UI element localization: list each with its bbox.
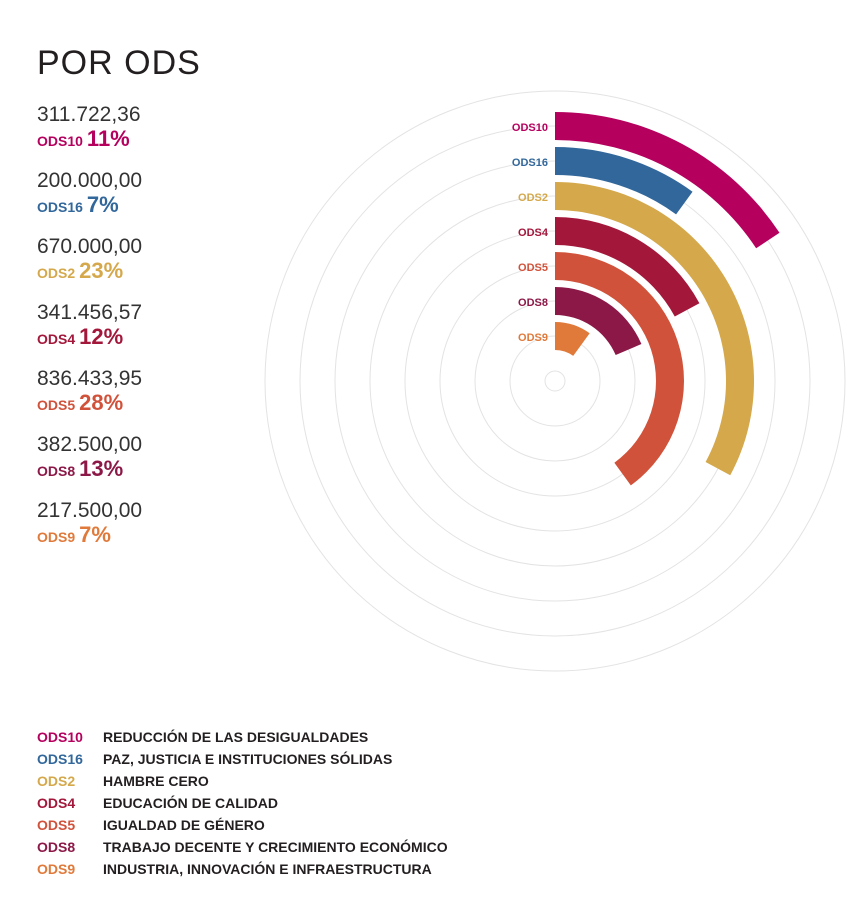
stat-code: ODS2 xyxy=(37,265,76,281)
bar-ods8 xyxy=(555,287,642,356)
legend-label: PAZ, JUSTICIA E INSTITUCIONES SÓLIDAS xyxy=(103,751,393,767)
bar-ods16 xyxy=(555,147,693,215)
stat-amount: 217.500,00 xyxy=(37,499,143,522)
legend-label: HAMBRE CERO xyxy=(103,773,209,789)
bar-label-ods10: ODS10 xyxy=(512,122,548,134)
stat-ods5: 836.433,95 ODS5 28% xyxy=(37,367,297,433)
legend-label: INDUSTRIA, INNOVACIÓN E INFRAESTRUCTURA xyxy=(103,861,432,877)
stat-ods8: 382.500,00 ODS8 13% xyxy=(37,433,297,499)
stats-list: 311.722,36 ODS10 11% 200.000,00 ODS16 7% 670.0… xyxy=(37,103,297,565)
legend-item-ods5: ODS5 IGUALDAD DE GÉNERO xyxy=(37,814,448,836)
stat-percent: 23% xyxy=(79,258,124,283)
stat-code: ODS5 xyxy=(37,397,76,413)
legend-item-ods16: ODS16 PAZ, JUSTICIA E INSTITUCIONES SÓLID… xyxy=(37,748,448,770)
stat-amount: 200.000,00 xyxy=(37,169,143,192)
legend-code: ODS9 xyxy=(37,861,76,877)
bar-ods5 xyxy=(555,252,684,486)
stat-ods4: 341.456,57 ODS4 12% xyxy=(37,301,297,367)
stat-ods16: 200.000,00 ODS16 7% xyxy=(37,169,297,235)
stat-percent: 13% xyxy=(79,456,124,481)
legend-label: IGUALDAD DE GÉNERO xyxy=(103,817,265,833)
grid-ring xyxy=(264,90,846,672)
stat-percent: 7% xyxy=(86,192,119,217)
legend-label: TRABAJO DECENTE Y CRECIMIENTO ECONÓMICO xyxy=(103,839,448,855)
stat-code: ODS16 xyxy=(37,199,83,215)
stat-percent: 28% xyxy=(79,390,124,415)
bar-ods4 xyxy=(555,217,700,317)
stat-code: ODS9 xyxy=(37,529,76,545)
stat-amount: 311.722,36 xyxy=(37,103,141,126)
bar-label-ods2: ODS2 xyxy=(518,192,548,204)
stat-percent: 7% xyxy=(79,522,111,547)
legend-label: EDUCACIÓN DE CALIDAD xyxy=(103,795,278,811)
stat-amount: 670.000,00 xyxy=(37,235,143,258)
legend-code: ODS4 xyxy=(37,795,76,811)
stat-code: ODS8 xyxy=(37,463,76,479)
stat-percent: 11% xyxy=(86,126,130,151)
stat-code: ODS10 xyxy=(37,133,83,149)
stat-ods2: 670.000,00 ODS2 23% xyxy=(37,235,297,301)
bar-label-ods5: ODS5 xyxy=(518,262,548,274)
bar-ods10 xyxy=(555,112,780,249)
legend-item-ods4: ODS4 EDUCACIÓN DE CALIDAD xyxy=(37,792,448,814)
bar-label-ods16: ODS16 xyxy=(512,157,548,169)
stat-percent: 12% xyxy=(79,324,124,349)
stat-ods10: 311.722,36 ODS10 11% xyxy=(37,103,297,169)
legend-code: ODS5 xyxy=(37,817,76,833)
bar-label-ods9: ODS9 xyxy=(518,332,548,344)
bar-ods2 xyxy=(555,182,754,476)
legend-code: ODS16 xyxy=(37,751,83,767)
stat-amount: 341.456,57 xyxy=(37,301,143,324)
stat-amount: 382.500,00 xyxy=(37,433,143,456)
grid-ring xyxy=(544,370,566,392)
bar-label-ods4: ODS4 xyxy=(518,227,549,239)
stat-ods9: 217.500,00 ODS9 7% xyxy=(37,499,297,565)
legend-item-ods10: ODS10 REDUCCIÓN DE LAS DESIGUALDADES xyxy=(37,726,448,748)
bar-label-ods8: ODS8 xyxy=(518,297,548,309)
legend-code: ODS2 xyxy=(37,773,76,789)
stat-amount: 836.433,95 xyxy=(37,367,143,390)
legend-item-ods2: ODS2 HAMBRE CERO xyxy=(37,770,448,792)
legend-item-ods8: ODS8 TRABAJO DECENTE Y CRECIMIENTO ECONÓM… xyxy=(37,836,448,858)
legend-code: ODS10 xyxy=(37,729,83,745)
bar-ods9 xyxy=(555,322,590,356)
legend-code: ODS8 xyxy=(37,839,76,855)
legend: ODS10 REDUCCIÓN DE LAS DESIGUALDADES ODS16… xyxy=(37,726,448,880)
stat-code: ODS4 xyxy=(37,331,76,347)
legend-label: REDUCCIÓN DE LAS DESIGUALDADES xyxy=(103,729,369,745)
legend-item-ods9: ODS9 INDUSTRIA, INNOVACIÓN E INFRAESTRUCT… xyxy=(37,858,448,880)
page-title: POR ODS xyxy=(37,44,201,82)
